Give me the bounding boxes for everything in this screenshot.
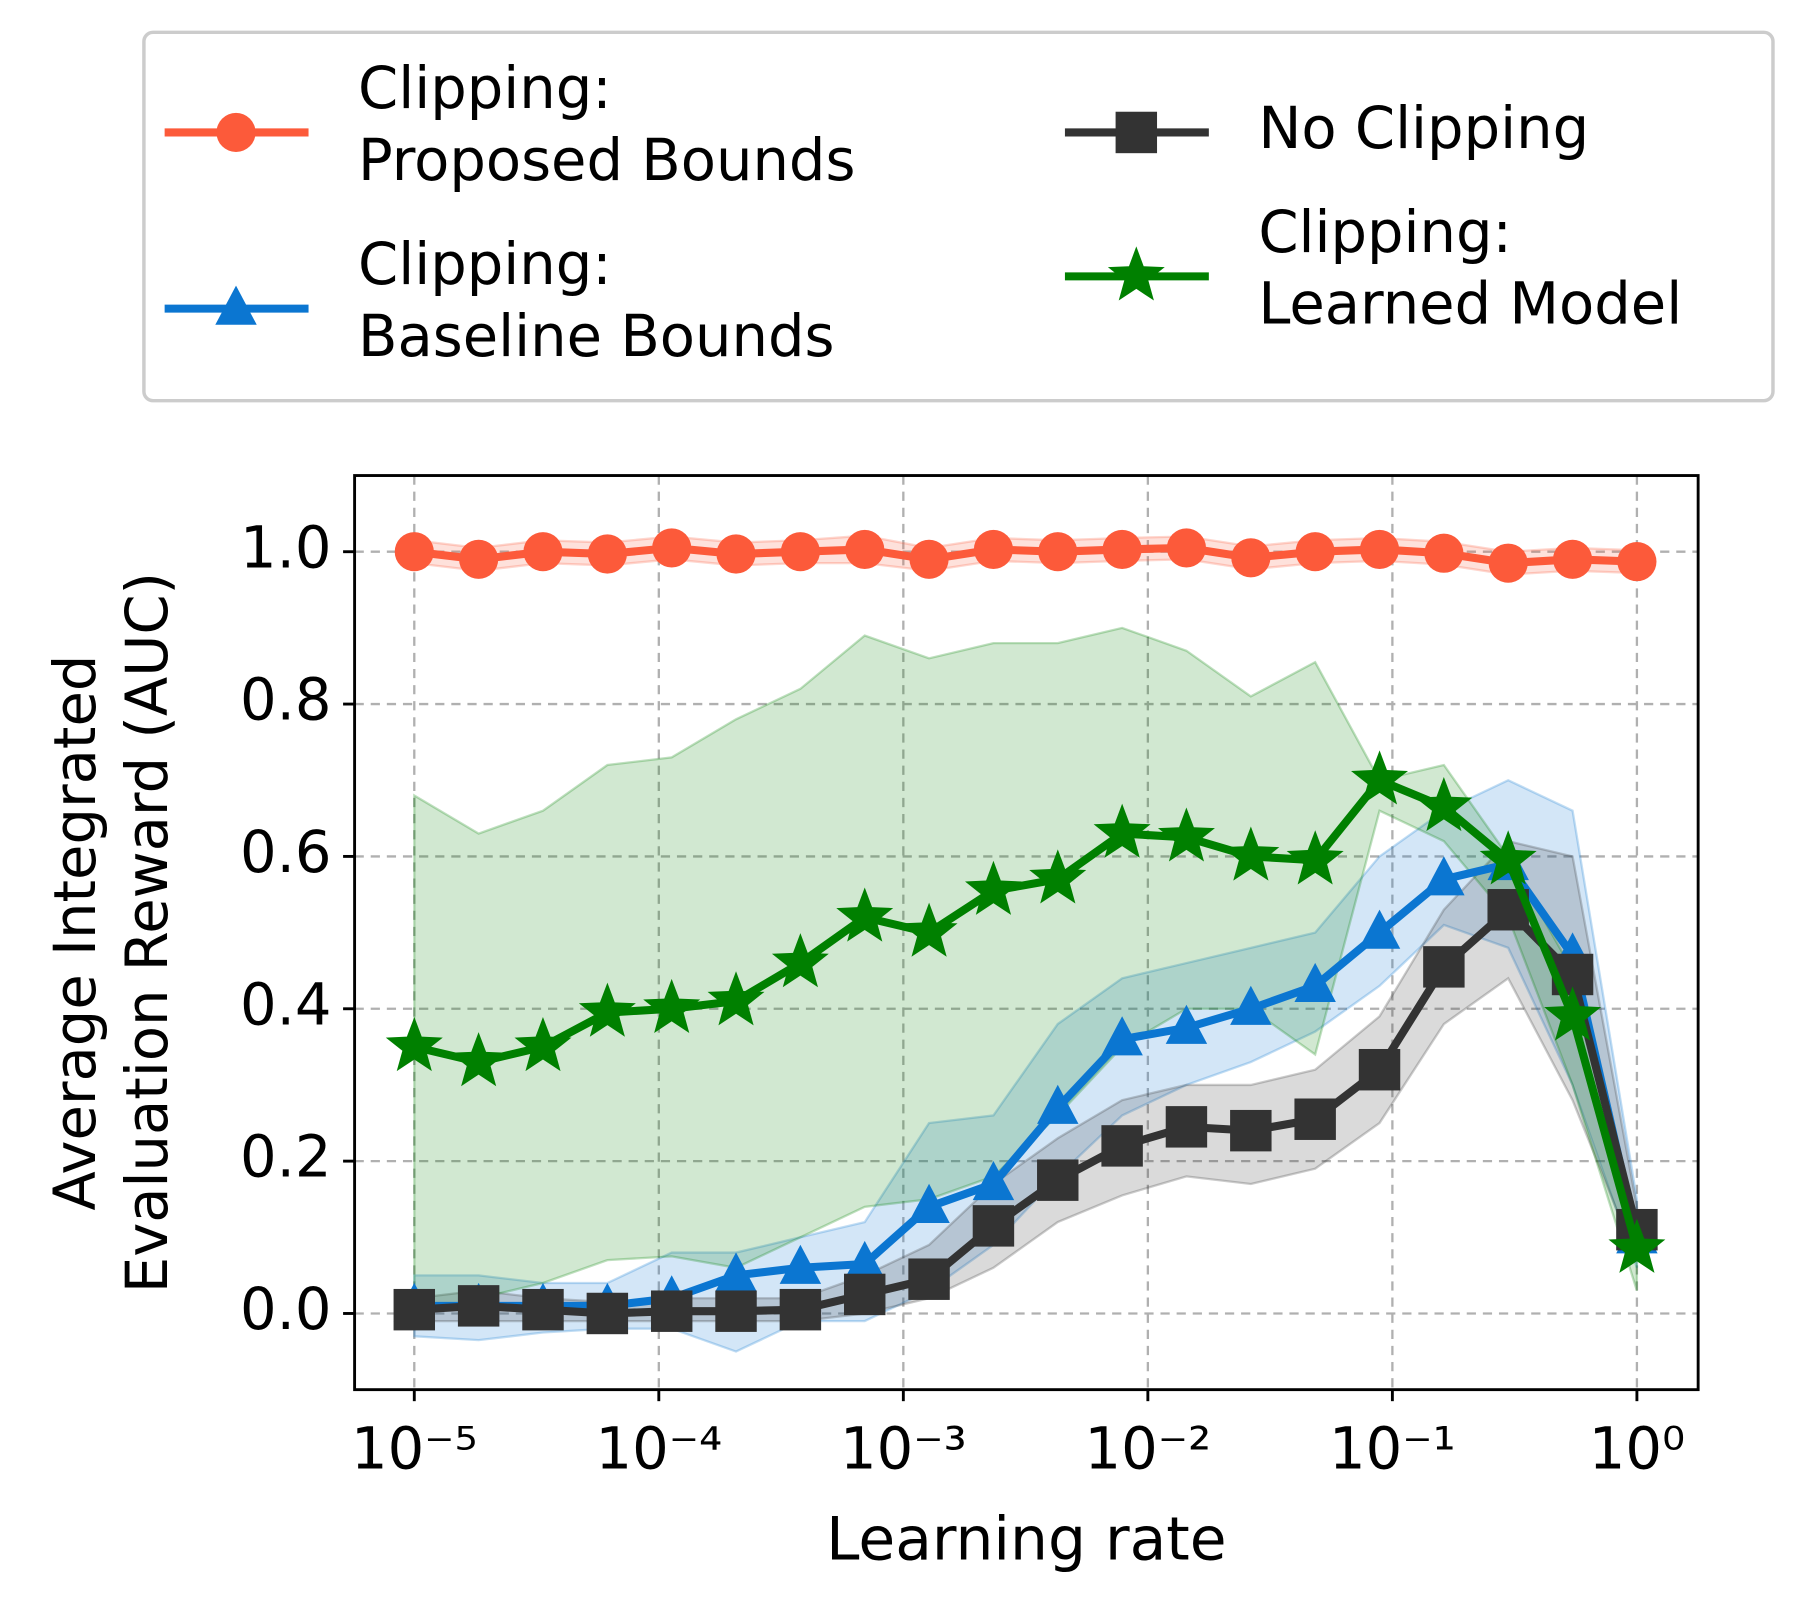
x-tick-label: 10⁰	[1589, 1416, 1685, 1483]
marker	[450, 1032, 508, 1087]
marker	[715, 1290, 757, 1332]
marker	[1423, 856, 1465, 896]
marker	[1230, 1109, 1272, 1152]
legend-label: No Clipping	[1258, 95, 1589, 162]
marker	[1166, 528, 1207, 568]
marker	[578, 982, 636, 1037]
marker	[909, 539, 949, 579]
y-tick-label: 0.0	[240, 1276, 332, 1343]
marker	[1359, 529, 1400, 569]
marker	[522, 1288, 564, 1331]
marker	[393, 1288, 436, 1331]
error-band	[413, 778, 1639, 1353]
x-tick-label: 10⁻¹	[1329, 1416, 1456, 1483]
marker	[1351, 750, 1409, 805]
marker	[1037, 1084, 1079, 1124]
marker	[1424, 533, 1464, 573]
marker	[900, 902, 958, 957]
marker	[1294, 962, 1336, 1003]
marker	[1479, 830, 1537, 885]
marker	[385, 1016, 443, 1072]
marker	[972, 1160, 1015, 1201]
marker	[845, 529, 885, 569]
marker	[1029, 849, 1087, 904]
marker	[523, 532, 563, 572]
marker	[1617, 542, 1657, 582]
marker	[780, 532, 820, 572]
marker	[972, 1205, 1015, 1247]
marker	[1231, 538, 1271, 578]
plot-frame	[353, 474, 1700, 1392]
marker	[844, 1273, 886, 1316]
marker	[652, 528, 692, 568]
legend-marker	[215, 285, 257, 325]
marker	[514, 1016, 572, 1072]
marker	[1093, 803, 1151, 858]
marker	[1358, 909, 1401, 949]
marker	[459, 539, 499, 579]
y-axis-label: Average IntegratedEvaluation Reward (AUC…	[42, 572, 181, 1293]
marker	[587, 534, 627, 574]
y-tick-label: 0.6	[240, 819, 332, 886]
marker	[836, 887, 894, 942]
marker	[1423, 946, 1465, 988]
marker	[1544, 986, 1602, 1041]
legend-label: Clipping: Baseline Bounds	[358, 231, 834, 370]
marker	[715, 1252, 757, 1292]
y-tick-label: 0.4	[240, 971, 332, 1038]
marker	[1222, 826, 1280, 881]
legend-box	[142, 30, 1775, 403]
y-tick-label: 1.0	[240, 514, 332, 581]
marker	[844, 1240, 886, 1281]
y-tick-label: 0.2	[240, 1124, 332, 1191]
marker	[457, 1285, 500, 1327]
marker	[1101, 1016, 1143, 1056]
marker	[707, 971, 765, 1026]
x-tick-label: 10⁻³	[840, 1416, 967, 1483]
legend-label: Clipping: Proposed Bounds	[358, 54, 855, 193]
marker	[1165, 1106, 1208, 1148]
marker	[1488, 543, 1528, 583]
marker	[1608, 1218, 1666, 1273]
marker	[779, 1244, 822, 1284]
marker	[650, 1290, 693, 1332]
marker	[965, 860, 1022, 915]
marker	[1037, 1159, 1079, 1201]
marker	[1038, 532, 1078, 572]
marker	[1101, 1125, 1143, 1167]
x-axis-label: Learning rate	[826, 1504, 1227, 1574]
marker	[1415, 776, 1473, 832]
marker	[1552, 539, 1593, 579]
marker	[1295, 532, 1335, 572]
legend-marker	[216, 112, 256, 153]
marker	[771, 933, 829, 988]
marker	[908, 1183, 950, 1223]
marker	[973, 529, 1014, 569]
marker	[394, 532, 434, 572]
marker	[586, 1292, 629, 1335]
marker	[716, 534, 756, 574]
marker	[1294, 1098, 1336, 1140]
marker	[1165, 1004, 1208, 1044]
marker	[1286, 830, 1344, 885]
x-tick-label: 10⁻⁵	[351, 1416, 478, 1483]
marker	[779, 1288, 822, 1331]
legend-marker	[1115, 111, 1158, 154]
marker	[1102, 529, 1142, 569]
marker	[643, 978, 701, 1033]
marker	[1358, 1048, 1401, 1091]
legend-marker	[1107, 246, 1165, 301]
x-tick-label: 10⁻²	[1085, 1416, 1212, 1483]
x-tick-label: 10⁻⁴	[595, 1416, 722, 1483]
marker	[1157, 807, 1215, 862]
error-band	[413, 626, 1639, 1315]
marker	[1230, 985, 1272, 1025]
y-tick-label: 0.8	[240, 667, 332, 734]
grid	[354, 475, 1699, 1390]
legend-label: Clipping: Learned Model	[1258, 198, 1682, 337]
marker	[908, 1258, 950, 1300]
